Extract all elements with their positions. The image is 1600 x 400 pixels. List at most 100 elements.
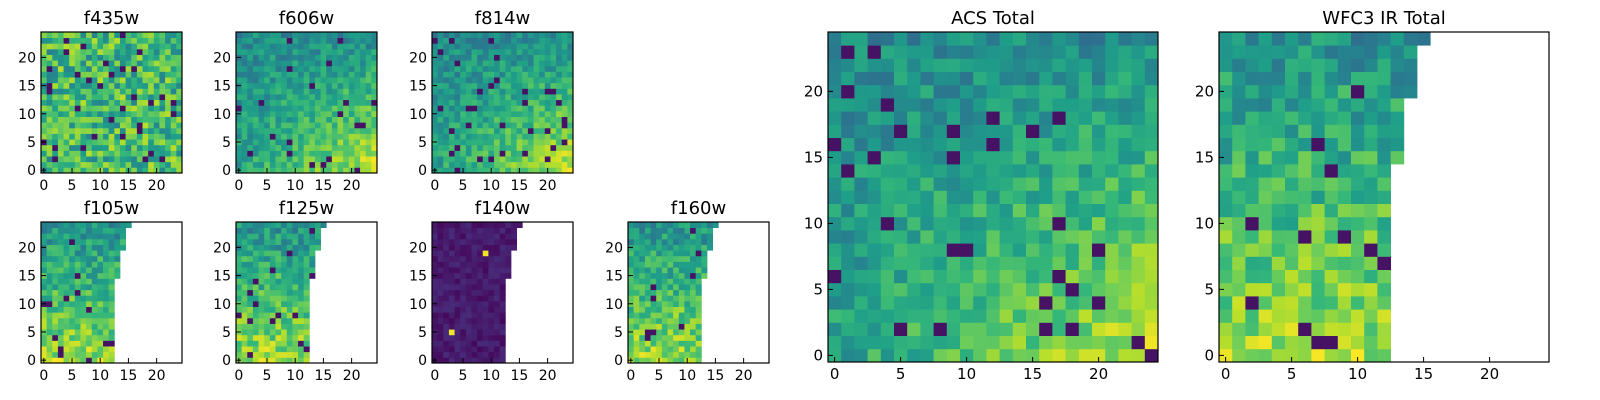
heatmap-cell [69,346,76,353]
heatmap-cell [136,116,143,123]
heatmap-cell [556,133,563,140]
heatmap-cell [142,71,149,78]
heatmap-cell [465,227,472,234]
heatmap-cell [1144,71,1159,86]
heatmap-cell [269,99,276,106]
heatmap-cell [460,99,467,106]
heatmap-cell [533,71,540,78]
heatmap-cell [142,99,149,106]
heatmap-cell [661,267,668,274]
heatmap-cell [684,233,691,240]
heatmap-cell [303,110,310,117]
heatmap-cell [973,71,987,86]
heatmap-cell [103,37,110,44]
heatmap-cell [303,60,310,67]
heatmap-cell [539,54,546,61]
heatmap-cell [1131,230,1146,244]
heatmap-cell [527,116,534,123]
heatmap-cell [41,323,48,330]
heatmap-cell [639,238,646,245]
heatmap-cell [41,289,48,296]
heatmap-cell [1219,230,1233,244]
heatmap-cell [57,289,64,296]
heatmap-cell [1258,256,1273,270]
heatmap-cell [673,255,680,262]
heatmap-cell [86,94,93,101]
heatmap-cell [320,110,327,117]
heatmap-cell [281,110,288,117]
heatmap-cell [477,295,484,302]
heatmap-cell [1026,32,1040,46]
heatmap-cell [309,99,316,106]
heatmap-cell [74,346,81,353]
heatmap-cell [74,88,81,95]
heatmap-cell [510,116,517,123]
heatmap-cell [252,351,259,358]
heatmap-cell [176,105,183,112]
heatmap-cell [63,150,70,157]
heatmap-cell [933,190,948,204]
heatmap-cell [343,150,350,157]
heatmap-cell [337,133,344,140]
heatmap-cell [298,105,305,112]
heatmap-cell [432,71,439,78]
heatmap-cell [57,122,64,129]
heatmap-cell [1377,177,1391,191]
heatmap-cell [252,94,259,101]
heatmap-cell [108,278,115,285]
heatmap-cell [63,340,70,347]
heatmap-cell [331,167,338,174]
heatmap-cell [667,329,674,336]
heatmap-cell [494,122,501,129]
heatmap-cell [303,77,310,84]
heatmap-cell [656,272,663,279]
heatmap-cell [258,150,265,157]
heatmap-cell [264,222,271,229]
heatmap-cell [933,203,948,218]
heatmap-cell [678,222,685,229]
heatmap-cell [499,272,506,279]
heatmap-cell [656,329,663,336]
heatmap-cell [103,317,110,324]
heatmap-cell [247,284,254,291]
heatmap-cell [1065,32,1080,46]
heatmap-cell [365,65,372,72]
heatmap-cell [628,317,635,324]
heatmap-cell [74,71,81,78]
heatmap-cell [286,261,293,268]
heatmap-cell [454,133,461,140]
heatmap-cell [258,32,265,39]
heatmap-cell [999,216,1014,231]
heatmap-cell [165,82,172,89]
heatmap-cell [236,105,243,112]
heatmap-cell [443,161,450,168]
heatmap-cell [973,216,987,231]
heatmap-cell [448,278,455,285]
heatmap-cell [471,278,478,285]
heatmap-cell [443,250,450,257]
heatmap-cell [46,323,53,330]
heatmap-cell [986,111,1000,125]
heatmap-cell [148,127,155,134]
heatmap-cell [448,116,455,123]
heatmap-cell [252,88,259,95]
heatmap-cell [460,82,467,89]
heatmap-cell [673,289,680,296]
heatmap-cell [443,156,450,163]
heatmap-cell [91,306,98,313]
heatmap-cell [1078,309,1093,323]
heatmap-cell [241,150,248,157]
heatmap-cell [337,82,344,89]
heatmap-cell [448,295,455,302]
heatmap-cell [867,98,882,112]
heatmap-cell [309,272,316,279]
heatmap-cell [286,300,293,307]
heatmap-cell [103,272,110,279]
heatmap-cell [264,346,271,353]
heatmap-cell [690,284,697,291]
heatmap-cell [695,227,702,234]
heatmap-cell [437,32,444,39]
heatmap-cell [494,357,501,364]
heatmap-cell [331,88,338,95]
heatmap-cell [999,111,1014,125]
